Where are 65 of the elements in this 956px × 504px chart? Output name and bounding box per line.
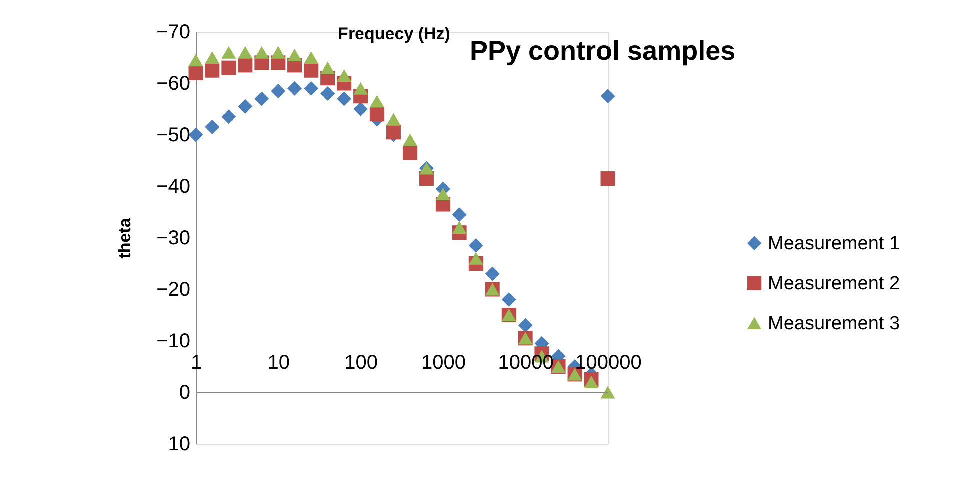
point [320, 86, 336, 102]
point [271, 46, 286, 59]
point [485, 266, 500, 282]
point [386, 125, 401, 140]
point [238, 46, 253, 59]
point [468, 252, 484, 265]
point [320, 62, 336, 74]
point [402, 146, 418, 160]
y-tick-label: −10 [156, 330, 190, 352]
point [354, 102, 368, 116]
point [205, 63, 220, 78]
point [188, 66, 204, 80]
x-tick-label: 1 [190, 352, 202, 374]
point [205, 51, 220, 64]
y-tick-label: −20 [156, 279, 190, 301]
point [254, 46, 270, 59]
y-tick-label: 10 [168, 434, 190, 456]
legend-label: Measurement 2 [768, 273, 900, 294]
point [600, 172, 616, 186]
point [337, 92, 352, 106]
point [238, 99, 253, 114]
y-tick-label: −60 [156, 73, 190, 95]
point [468, 238, 484, 253]
point [238, 58, 253, 73]
y-tick-label: 0 [179, 382, 190, 404]
y-tick-label: −40 [156, 176, 190, 198]
point [222, 110, 236, 124]
point [271, 84, 286, 98]
point [337, 70, 352, 82]
y-tick-label: −50 [156, 124, 190, 146]
point [354, 82, 368, 95]
chart-title: PPy control samples [470, 36, 736, 66]
x-axis-title: Frequecy (Hz) [338, 24, 450, 44]
point [386, 113, 401, 126]
point [254, 92, 270, 106]
point [304, 63, 319, 78]
point [222, 46, 236, 59]
point [288, 48, 302, 62]
y-tick-label: −70 [156, 22, 190, 44]
point [222, 60, 236, 76]
point [188, 128, 204, 142]
point [452, 221, 467, 234]
point [304, 51, 319, 64]
point [600, 89, 616, 104]
point [402, 134, 418, 146]
x-tick-label: 1000 [421, 352, 466, 374]
point [502, 292, 516, 308]
point [436, 188, 450, 200]
point [205, 120, 220, 135]
point [188, 54, 204, 67]
y-axis-title: theta [116, 218, 135, 259]
legend-label: Measurement 3 [768, 313, 900, 334]
x-tick-label: 100000 [575, 352, 642, 374]
x-tick-label: 10 [268, 352, 290, 374]
legend-label: Measurement 1 [768, 233, 900, 254]
point [518, 318, 533, 333]
point [288, 81, 302, 96]
point [304, 81, 319, 96]
y-tick-label: −30 [156, 228, 190, 250]
point [600, 386, 616, 399]
point [584, 376, 599, 388]
point [452, 208, 467, 222]
point [370, 95, 384, 108]
point [370, 107, 384, 122]
x-tick-label: 100 [344, 352, 378, 374]
